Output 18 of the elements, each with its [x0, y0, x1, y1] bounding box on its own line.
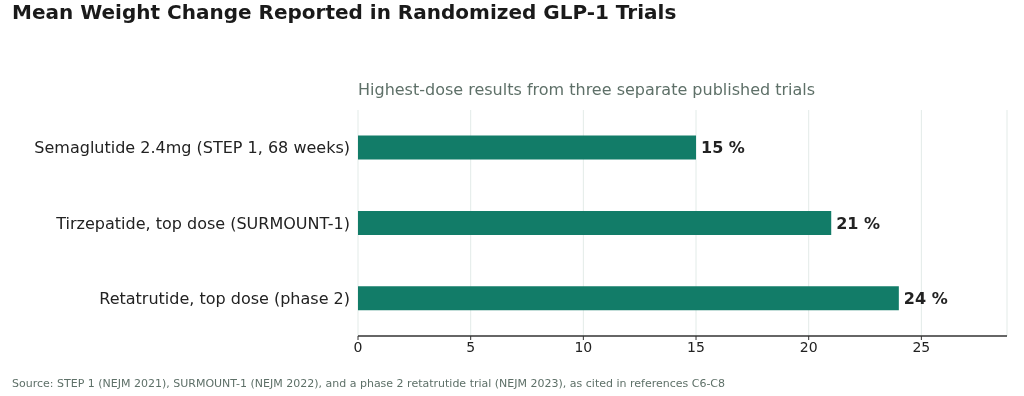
x-tick-label: 25: [912, 338, 931, 355]
x-tick-label: 15: [687, 338, 705, 355]
data-label: 21 %: [836, 213, 881, 233]
y-tick-label: Semaglutide 2.4mg (STEP 1, 68 weeks): [34, 138, 350, 158]
x-tick-label: 5: [466, 338, 476, 355]
x-tick-label: 10: [574, 338, 593, 355]
x-tick-label: 0: [353, 338, 363, 355]
x-tick-label: 20: [799, 338, 818, 355]
bar: [358, 286, 899, 311]
y-tick-label: Tirzepatide, top dose (SURMOUNT-1): [55, 213, 350, 233]
chart-title: Mean Weight Change Reported in Randomized GLP-1 Trials: [12, 0, 677, 24]
bar: [358, 210, 832, 235]
bar: [358, 135, 697, 160]
chart-subtitle: Highest-dose results from three separate published trials: [358, 80, 816, 99]
y-tick-label: Retatrutide, top dose (phase 2): [99, 289, 350, 309]
data-label: 15 %: [701, 138, 745, 158]
data-label: 24 %: [903, 288, 948, 308]
source-note: Source: STEP 1 (NEJM 2021), SURMOUNT-1 (NEJM 2022), and a phase 2 retatrutide trial (NEJM 2023), as cited in references C6-C8: [12, 377, 726, 390]
